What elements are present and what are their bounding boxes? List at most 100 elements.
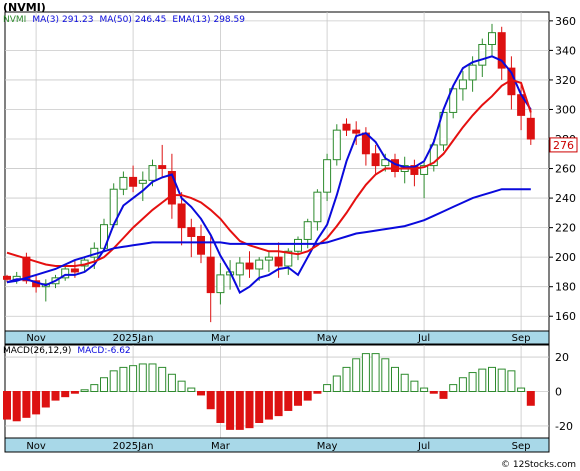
macd-histogram-bar [187,387,196,392]
macd-histogram-bar [410,380,419,392]
macd-legend-value: MACD:-6.62 [77,346,131,356]
candle-body [313,191,322,223]
macd-histogram-bar [342,366,351,392]
macd-histogram-bar [400,373,409,392]
macd-histogram-bar [361,353,370,393]
macd-histogram-bar [138,363,147,393]
credit-text: © 12Stocks.com [501,460,576,470]
macd-panel: -20020Nov2025JanMarMayJulSepNov [3,344,573,453]
macd-histogram-bar [158,366,167,392]
macd-histogram-bar [90,384,99,393]
candle-body [458,79,467,90]
series-line-ema-13- [6,78,532,267]
price-tick-label: 360 [555,15,576,28]
candle-body [22,256,31,282]
macd-histogram-bar [429,391,438,394]
macd-histogram-bar [313,391,322,394]
macd-histogram-bar [449,384,458,393]
macd-histogram-bar [526,391,535,406]
price-plot-frame [4,11,550,332]
price-tick-label: 160 [555,310,576,323]
candle-body [119,176,128,190]
candle-body [274,256,283,267]
candle-body [216,274,225,294]
macd-histogram-bar [294,391,302,406]
price-tick-label: 220 [555,222,576,235]
macd-histogram-bar [497,368,506,393]
macd-histogram-bar [167,373,176,392]
candle-body [342,123,351,131]
macd-histogram-bar [32,391,41,415]
candle-body [245,262,254,270]
last-price-box [549,137,578,153]
price-date-label: Nov [26,333,46,344]
candle-body [468,64,477,81]
last-price-label: 276 [553,139,574,152]
price-legend: NVMI MA(3) 291.23 MA(50) 246.45 EMA(13) 298.59 [3,15,251,25]
legend-ma50-label: MA(50) [99,15,132,25]
macd-histogram-bar [197,391,205,396]
macd-histogram-bar [129,365,138,392]
macd-histogram-bar [70,391,79,394]
macd-histogram-bar [3,391,11,420]
macd-date-label: Nov [26,441,46,452]
legend-ma3-value: 291.23 [61,15,94,25]
macd-histogram-bar [371,353,380,393]
candle-body [255,259,264,270]
macd-date-label: May [317,441,338,452]
macd-histogram-bar [216,391,225,423]
candle-body [70,268,79,273]
candle-body [167,171,176,205]
legend-ema13-label: EMA(13) [172,15,211,25]
macd-histogram-bar [61,391,70,398]
candle-body [206,256,215,294]
price-tick-label: 260 [555,163,576,176]
macd-histogram-bar [274,391,283,417]
price-date-label: Mar [211,333,231,344]
macd-histogram-bar [468,372,477,392]
macd-histogram-bar [323,384,332,393]
macd-tick-label: -20 [555,420,573,433]
candle-body [235,262,244,276]
chart-title: (NVMI) [3,1,46,14]
candle-body [526,117,535,140]
price-date-label: 2025Jan [113,333,154,344]
price-tick-label: 200 [555,251,576,264]
macd-histogram-bar [458,377,467,393]
candle-body [332,129,341,161]
candle-body [129,176,138,187]
macd-histogram-bar [245,391,254,429]
macd-date-label: Mar [211,441,231,452]
candle-body [284,250,293,267]
macd-date-label: Jul [417,441,430,452]
macd-date-label: Sep [512,441,531,452]
candle-body [3,275,11,280]
macd-histogram-bar [100,377,108,393]
price-tick-label: 320 [555,74,576,87]
macd-date-axis-band [4,437,550,453]
candle-body [294,238,302,252]
price-tick-label: 300 [555,103,576,116]
candle-body [371,153,380,167]
candle-body [429,144,438,167]
legend-ma50-value: 246.45 [134,15,167,25]
macd-tick-label: 0 [555,386,562,399]
macd-histogram-bar [391,366,399,392]
series-line-ma-3- [6,55,532,295]
macd-histogram-bar [352,358,361,392]
candle-body [61,268,70,279]
candle-body [148,165,157,181]
price-date-label: May [317,333,338,344]
macd-histogram-bar [332,375,341,392]
macd-histogram-bar [439,391,448,399]
candle-body [478,43,487,66]
macd-histogram-bar [226,391,235,430]
macd-histogram-bar [517,387,526,392]
price-date-label: Jul [417,333,430,344]
candle-body [488,32,496,45]
price-tick-label: 180 [555,281,576,294]
macd-histogram-bar [478,368,487,393]
price-date-label: Sep [512,333,531,344]
macd-histogram-bar [177,380,186,392]
macd-histogram-bar [80,389,89,392]
